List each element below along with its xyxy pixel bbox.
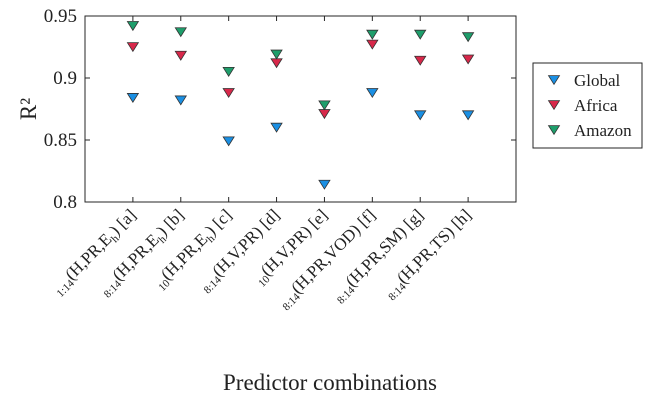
data-markers bbox=[126, 21, 475, 190]
data-point-amazon bbox=[222, 67, 235, 77]
data-point-amazon bbox=[461, 32, 475, 43]
series-global bbox=[126, 88, 475, 190]
y-tick-label: 0.8 bbox=[53, 192, 77, 213]
data-point-africa bbox=[414, 55, 427, 66]
data-point-africa bbox=[461, 54, 475, 65]
legend: Global Africa Amazon bbox=[532, 62, 643, 149]
legend-marker bbox=[547, 75, 561, 86]
data-point-amazon bbox=[126, 21, 140, 32]
data-point-amazon bbox=[174, 27, 187, 38]
legend-label: Africa bbox=[574, 96, 618, 115]
x-tick-label-text: (H,PR,E bbox=[61, 230, 115, 284]
data-point-global bbox=[270, 122, 283, 133]
y-axis-label: R² bbox=[16, 98, 41, 120]
data-point-africa bbox=[222, 88, 235, 99]
data-point-global bbox=[414, 110, 427, 121]
data-point-global bbox=[222, 136, 235, 147]
y-axis-ticks: 0.8 0.85 0.9 0.95 bbox=[44, 6, 516, 213]
data-point-amazon bbox=[318, 100, 331, 111]
data-point-global bbox=[366, 88, 379, 99]
data-point-africa bbox=[318, 109, 331, 120]
legend-marker bbox=[547, 100, 561, 111]
series-amazon bbox=[126, 21, 475, 111]
legend-marker bbox=[547, 125, 561, 136]
data-point-amazon bbox=[414, 29, 427, 40]
data-point-africa bbox=[366, 39, 379, 50]
x-tick-label-text: (H,PR,VOD) [f] bbox=[287, 205, 379, 297]
data-point-africa bbox=[126, 42, 140, 53]
y-tick-label: 0.9 bbox=[53, 68, 77, 89]
data-point-global bbox=[174, 95, 187, 106]
plot-frame bbox=[84, 15, 517, 203]
y-tick-label: 0.85 bbox=[44, 130, 77, 151]
data-point-africa bbox=[270, 58, 283, 69]
data-point-africa bbox=[174, 50, 187, 61]
x-axis-ticks: 1:14(H,PR,Eh) [a]8:14(H,PR,Eh) [b]10(H,P… bbox=[55, 16, 477, 313]
data-point-global bbox=[318, 179, 331, 190]
data-point-amazon bbox=[270, 49, 283, 60]
legend-label: Amazon bbox=[574, 121, 632, 140]
data-point-global bbox=[461, 110, 475, 121]
data-point-global bbox=[126, 93, 140, 103]
plot-area bbox=[84, 15, 517, 203]
series-africa bbox=[126, 39, 475, 120]
x-axis-label: Predictor combinations bbox=[223, 370, 437, 395]
y-tick-label: 0.95 bbox=[44, 6, 77, 27]
data-point-amazon bbox=[366, 29, 379, 40]
x-tick-label: 8:14(H,PR,TS) [h] bbox=[379, 205, 477, 303]
legend-label: Global bbox=[574, 71, 621, 90]
